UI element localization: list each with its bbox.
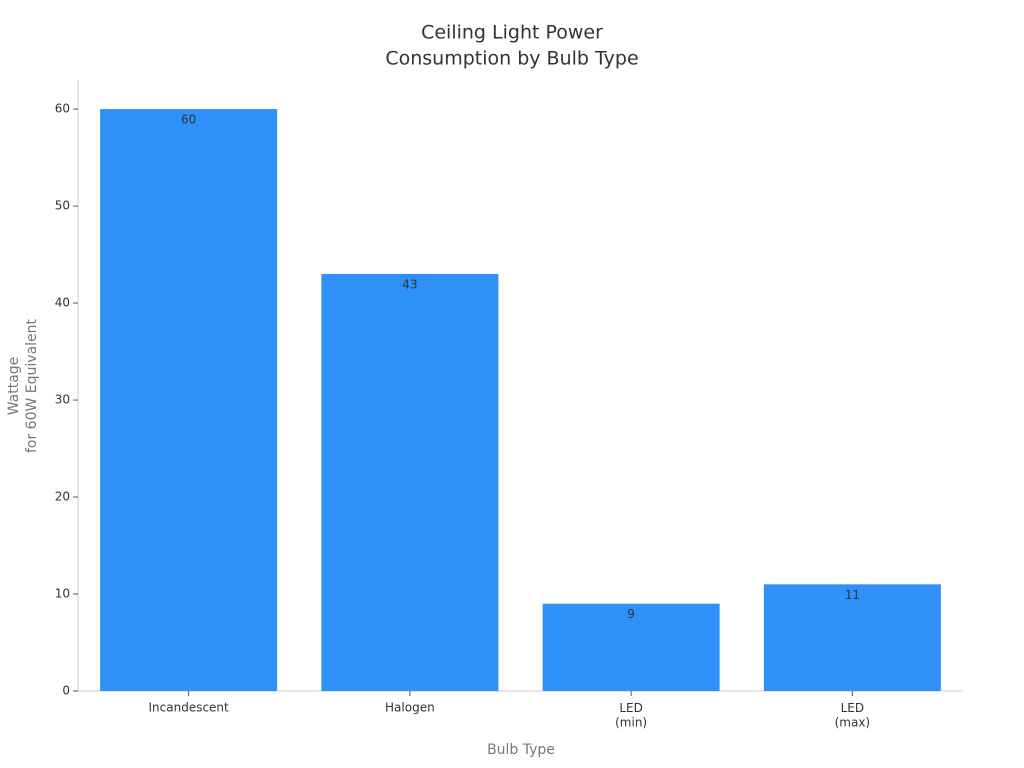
x-tick-label: LED (max)	[835, 701, 871, 729]
x-tick-label: LED (min)	[615, 701, 647, 729]
bar	[763, 584, 941, 691]
y-tick-label: 60	[55, 102, 70, 116]
chart-title-line: Ceiling Light Power	[421, 22, 603, 44]
value-label: 43	[402, 277, 417, 291]
bar	[542, 603, 720, 691]
y-tick-label: 30	[55, 393, 70, 407]
value-label: 60	[181, 113, 196, 127]
bar	[100, 109, 278, 692]
x-tick-label: Halogen	[385, 701, 435, 715]
y-tick-label: 50	[55, 199, 70, 213]
bar	[321, 273, 499, 691]
value-label: 11	[845, 588, 860, 602]
y-tick-label: 10	[55, 587, 70, 601]
y-axis-label-line: for 60W Equivalent	[24, 318, 40, 453]
value-label: 9	[627, 607, 635, 621]
y-tick-label: 0	[62, 684, 70, 698]
y-tick-label: 40	[55, 296, 70, 310]
y-tick-label: 20	[55, 490, 70, 504]
y-axis-label-line: Wattage	[6, 357, 22, 416]
x-axis-label: Bulb Type	[487, 742, 555, 758]
chart-title-line: Consumption by Bulb Type	[385, 48, 638, 70]
x-tick-label: Incandescent	[149, 701, 230, 715]
